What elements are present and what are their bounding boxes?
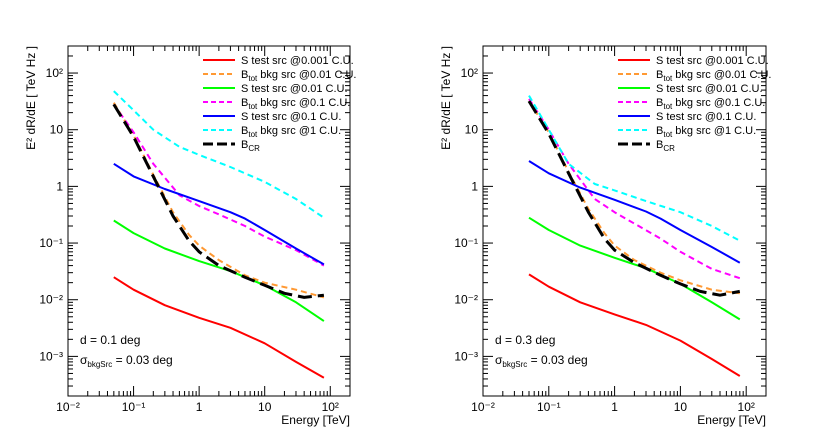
y-tick-label: 10	[465, 123, 479, 137]
series-line-1	[528, 273, 741, 377]
annotation-sigma: σbkgSrc = 0.03 deg	[495, 353, 588, 369]
series-line-2	[112, 102, 325, 299]
series-line-1	[113, 276, 325, 379]
x-axis-title: Energy [TeV]	[697, 413, 766, 427]
series-line-5	[113, 162, 325, 266]
series-line-4	[112, 103, 325, 267]
series-line-3	[113, 219, 325, 322]
legend-label-5: S test src @0.1 C.U.	[656, 111, 756, 123]
legend-label-5: S test src @0.1 C.U.	[241, 111, 341, 123]
y-tick-label: 10⁻²	[39, 293, 63, 307]
annotation-distance: d = 0.1 deg	[80, 333, 140, 347]
x-tick-label: 10⁻¹	[122, 400, 146, 414]
x-axis-title: Energy [TeV]	[281, 413, 350, 427]
series-line-7	[112, 103, 325, 299]
y-tick-label: 10	[50, 123, 64, 137]
series-line-3	[528, 216, 741, 321]
x-tick-label: 10⁻²	[471, 400, 495, 414]
series-group	[527, 95, 741, 377]
legend-label-1: S test src @0.001 C.U.	[241, 55, 354, 67]
x-tick-label: 10⁻¹	[537, 400, 561, 414]
plot-frame	[482, 45, 767, 397]
y-tick-label: 10²	[461, 66, 478, 80]
y-tick-label: 10⁻³	[454, 349, 478, 363]
series-line-7	[527, 100, 741, 297]
legend-label-3: S test src @0.01 C.U.	[241, 83, 348, 95]
plot-frame	[67, 45, 351, 397]
legend-label-6: Btot bkg src @1 C.U.	[241, 125, 341, 139]
legend-label-7: BCR	[241, 139, 260, 153]
legend: S test src @0.001 C.U. Btot bkg src @0.01…	[618, 55, 771, 153]
x-tick-label: 10⁻²	[56, 400, 80, 414]
x-tick-label: 1	[196, 400, 203, 414]
y-axis-title: E² dR/dE [ TeV Hz ]	[439, 46, 453, 150]
legend-label-4: Btot bkg src @0.1 C.U.	[241, 97, 350, 111]
x-tick-label: 10²	[738, 400, 755, 414]
series-line-6	[113, 90, 325, 219]
x-tick-label: 10²	[322, 400, 339, 414]
series-line-5	[528, 160, 741, 264]
series-group	[112, 90, 325, 379]
y-tick-label: 1	[471, 179, 478, 193]
y-tick-label: 10²	[46, 66, 63, 80]
legend-label-2: Btot bkg src @0.01 C.U.	[241, 69, 356, 83]
x-tick-label: 10	[258, 400, 272, 414]
legend-label-2: Btot bkg src @0.01 C.U.	[656, 69, 771, 83]
series-line-2	[528, 100, 740, 295]
series-line-4	[528, 98, 741, 280]
legend-label-6: Btot bkg src @1 C.U.	[656, 125, 756, 139]
legend-label-4: Btot bkg src @0.1 C.U.	[656, 97, 765, 111]
y-tick-label: 1	[56, 179, 63, 193]
legend-label-7: BCR	[656, 139, 675, 153]
y-tick-label: 10⁻¹	[39, 236, 63, 250]
annotation-sigma: σbkgSrc = 0.03 deg	[80, 353, 173, 369]
y-tick-label: 10⁻³	[39, 349, 63, 363]
legend-label-1: S test src @0.001 C.U.	[656, 55, 769, 67]
y-axis-title: E² dR/dE [ TeV Hz ]	[24, 46, 38, 150]
legend-label-3: S test src @0.01 C.U.	[656, 83, 763, 95]
legend: S test src @0.001 C.U. Btot bkg src @0.01…	[203, 55, 356, 153]
y-tick-label: 10⁻²	[454, 293, 478, 307]
x-tick-label: 10	[674, 400, 688, 414]
annotation-distance: d = 0.3 deg	[495, 333, 555, 347]
y-tick-label: 10⁻¹	[454, 236, 478, 250]
series-line-6	[528, 95, 741, 242]
x-tick-label: 1	[611, 400, 618, 414]
